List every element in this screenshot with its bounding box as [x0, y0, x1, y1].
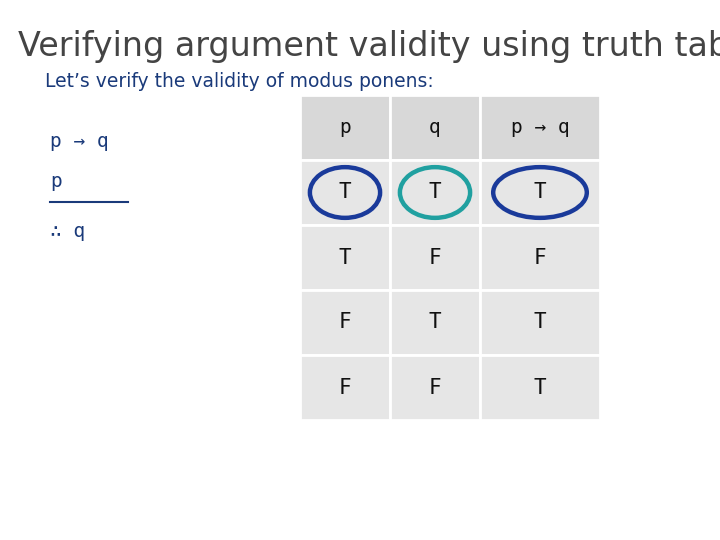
Text: p → q: p → q: [50, 132, 109, 151]
FancyBboxPatch shape: [480, 225, 600, 290]
Text: ∴ q: ∴ q: [50, 222, 85, 241]
Text: q: q: [429, 118, 441, 137]
Text: p → q: p → q: [510, 118, 570, 137]
FancyBboxPatch shape: [480, 355, 600, 420]
Text: T: T: [428, 313, 441, 333]
FancyBboxPatch shape: [300, 355, 390, 420]
Text: Let’s verify the validity of modus ponens:: Let’s verify the validity of modus ponen…: [45, 72, 433, 91]
Text: p: p: [50, 172, 62, 191]
Text: F: F: [338, 313, 351, 333]
Text: T: T: [338, 183, 351, 202]
FancyBboxPatch shape: [390, 95, 480, 160]
FancyBboxPatch shape: [390, 160, 480, 225]
Text: F: F: [338, 377, 351, 397]
Text: T: T: [428, 183, 441, 202]
FancyBboxPatch shape: [390, 355, 480, 420]
FancyBboxPatch shape: [300, 160, 390, 225]
Text: T: T: [534, 377, 546, 397]
FancyBboxPatch shape: [390, 225, 480, 290]
FancyBboxPatch shape: [390, 290, 480, 355]
Text: T: T: [534, 313, 546, 333]
Text: T: T: [534, 183, 546, 202]
FancyBboxPatch shape: [480, 95, 600, 160]
Text: F: F: [534, 247, 546, 267]
FancyBboxPatch shape: [300, 225, 390, 290]
Text: Verifying argument validity using truth tables: Verifying argument validity using truth …: [18, 30, 720, 63]
FancyBboxPatch shape: [300, 290, 390, 355]
FancyBboxPatch shape: [480, 290, 600, 355]
FancyBboxPatch shape: [480, 160, 600, 225]
Text: p: p: [339, 118, 351, 137]
Text: F: F: [428, 247, 441, 267]
Text: F: F: [428, 377, 441, 397]
Text: T: T: [338, 247, 351, 267]
FancyBboxPatch shape: [300, 95, 390, 160]
